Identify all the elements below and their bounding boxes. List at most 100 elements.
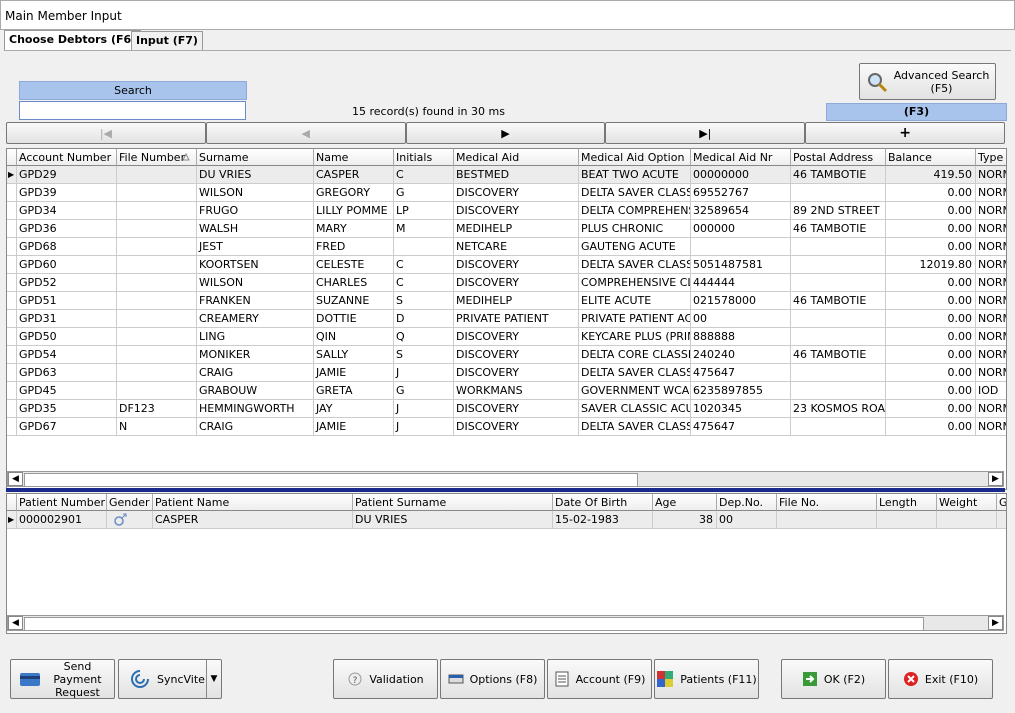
options-button[interactable]: Options (F8) xyxy=(440,659,545,699)
grid-cell: 69552767 xyxy=(691,184,791,202)
account-button[interactable]: Account (F9) xyxy=(547,659,652,699)
grid-cell: DISCOVERY xyxy=(454,418,579,436)
grid-cell: NORM xyxy=(976,328,1006,346)
grid-cell: LILLY POMME xyxy=(314,202,394,220)
grid-cell: NORM xyxy=(976,310,1006,328)
nav-last[interactable]: ▶| xyxy=(605,122,806,144)
button-label: Account (F9) xyxy=(575,672,646,686)
grid-cell: C xyxy=(394,274,454,292)
grid-cell xyxy=(937,511,997,529)
scroll-thumb xyxy=(24,617,924,631)
window-title: Main Member Input xyxy=(5,9,122,23)
ok-button[interactable]: OK (F2) xyxy=(781,659,886,699)
grid-cell: GOVERNMENT WCA A xyxy=(579,382,691,400)
column-header: Medical Aid Nr xyxy=(691,149,791,166)
grid-cell: CHARLES xyxy=(314,274,394,292)
grid-cell: JEST xyxy=(197,238,314,256)
column-header: Type xyxy=(976,149,1006,166)
grid-cell: GPD60 xyxy=(17,256,117,274)
grid-cell: GPD68 xyxy=(17,238,117,256)
row-indicator xyxy=(7,238,17,256)
grid-cell: GPD54 xyxy=(17,346,117,364)
payment-icon xyxy=(19,673,40,686)
grid-cell xyxy=(117,166,197,184)
column-header: Name xyxy=(314,149,394,166)
grid-cell: GPD52 xyxy=(17,274,117,292)
navigator: |◀ ◀ ▶ ▶| + xyxy=(6,122,1005,144)
column-header: Age xyxy=(653,494,717,511)
grid-cell: 32589654 xyxy=(691,202,791,220)
grid-cell: FRED xyxy=(314,238,394,256)
grid-cell: Q xyxy=(394,328,454,346)
column-header: Length xyxy=(877,494,937,511)
grid-cell: NORM xyxy=(976,346,1006,364)
grid-cell: DELTA SAVER CLASSI xyxy=(579,184,691,202)
grid-cell: C xyxy=(394,256,454,274)
grid-cell: NORM xyxy=(976,418,1006,436)
row-indicator xyxy=(7,346,17,364)
grid-cell xyxy=(791,364,886,382)
button-label: Send Payment Request xyxy=(53,659,102,699)
send-payment-button[interactable]: Send Payment Request xyxy=(10,659,115,699)
nav-add[interactable]: + xyxy=(805,122,1005,144)
grid-cell xyxy=(791,238,886,256)
grid-cell xyxy=(997,511,1006,529)
grid-cell: ELITE ACUTE xyxy=(579,292,691,310)
grid-cell: CREAMERY xyxy=(197,310,314,328)
grid-cell: GPD63 xyxy=(17,364,117,382)
record-status: 15 record(s) found in 30 ms xyxy=(352,105,505,118)
column-header: Balance xyxy=(886,149,976,166)
grid-cell: BESTMED xyxy=(454,166,579,184)
sync-icon xyxy=(131,670,149,688)
grid-cell: C xyxy=(394,166,454,184)
grid-cell: GREGORY xyxy=(314,184,394,202)
tab[interactable]: Choose Debtors (F6) xyxy=(4,30,142,50)
grid-cell: DISCOVERY xyxy=(454,256,579,274)
advanced-search-button[interactable]: Advanced Search (F5) xyxy=(859,63,996,100)
nav-prev[interactable]: ◀ xyxy=(205,122,406,144)
column-header: File No. xyxy=(777,494,877,511)
row-indicator xyxy=(7,220,17,238)
ok-icon xyxy=(802,672,817,686)
grid-cell: NETCARE xyxy=(454,238,579,256)
grid-cell: WILSON xyxy=(197,274,314,292)
row-indicator xyxy=(7,418,17,436)
patients-button[interactable]: Patients (F11) xyxy=(654,659,759,699)
grid-cell: PRIVATE PATIENT xyxy=(454,310,579,328)
button-label: OK (F2) xyxy=(823,672,866,686)
exit-button[interactable]: Exit (F10) xyxy=(888,659,993,699)
grid-cell: BEAT TWO ACUTE xyxy=(579,166,691,184)
grid-cell: 0.00 xyxy=(886,202,976,220)
grid-cell: NORM xyxy=(976,184,1006,202)
grid-cell: NORM xyxy=(976,400,1006,418)
column-header: Gender xyxy=(107,494,153,511)
grid-cell: 000002901 xyxy=(17,511,107,529)
grid-cell: 0.00 xyxy=(886,346,976,364)
grid-cell: GPD39 xyxy=(17,184,117,202)
grid-cell: QIN xyxy=(314,328,394,346)
grid-cell: 89 2ND STREET xyxy=(791,202,886,220)
grid-cell xyxy=(107,511,153,529)
grid-cell: DELTA SAVER CLASSI xyxy=(579,418,691,436)
grid-cell: WORKMANS xyxy=(454,382,579,400)
button-label: Patients (F11) xyxy=(680,672,757,686)
syncvite-button[interactable]: SyncVite ▼ xyxy=(118,659,222,699)
search-input[interactable] xyxy=(19,101,246,120)
column-header: Weight xyxy=(937,494,997,511)
grid-cell: J xyxy=(394,400,454,418)
grid-cell: G xyxy=(394,184,454,202)
grid-cell: G xyxy=(394,382,454,400)
tab[interactable]: Input (F7) xyxy=(131,31,203,50)
nav-next[interactable]: ▶ xyxy=(405,122,606,144)
validation-button[interactable]: ? Validation xyxy=(333,659,438,699)
grid-cell: 0.00 xyxy=(886,382,976,400)
grid-cell: NORM xyxy=(976,292,1006,310)
horizontal-scrollbar: ◀ ▶ xyxy=(7,471,1004,487)
row-indicator xyxy=(7,274,17,292)
nav-first[interactable]: |◀ xyxy=(6,122,206,144)
grid-cell: 46 TAMBOTIE xyxy=(791,166,886,184)
row-indicator: ▶ xyxy=(7,166,17,184)
grid-cell xyxy=(791,382,886,400)
grid-cell: JAY xyxy=(314,400,394,418)
